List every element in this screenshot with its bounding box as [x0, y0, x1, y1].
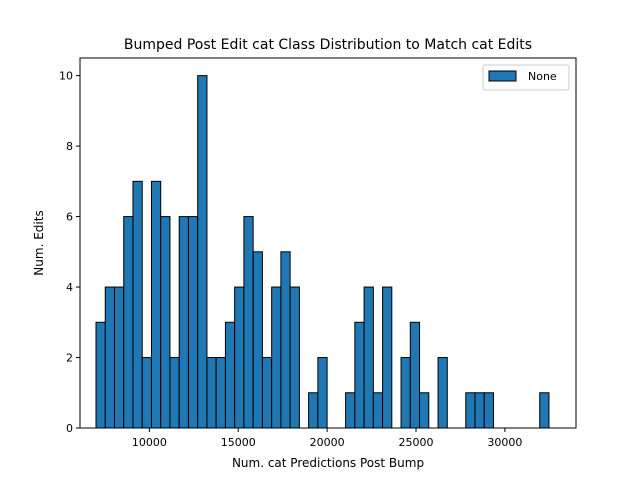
histogram-bar: [169, 357, 180, 429]
x-tick-label: 15000: [221, 436, 256, 449]
histogram-bar: [123, 216, 134, 429]
histogram-bar: [261, 357, 273, 429]
histogram-bar: [363, 286, 374, 429]
histogram-bar: [308, 392, 319, 429]
histogram-bar: [483, 392, 495, 429]
bars-group: [95, 75, 550, 429]
histogram-bar: [280, 251, 291, 429]
histogram-bar: [187, 216, 199, 429]
x-tick-label: 10000: [132, 436, 167, 449]
histogram-bar: [113, 286, 125, 429]
histogram-bar: [409, 321, 421, 429]
histogram-bar: [419, 392, 430, 429]
histogram-bar: [345, 392, 356, 429]
legend-swatch: [488, 70, 517, 82]
x-axis-ticks: 10000 15000 20000 25000 30000: [132, 428, 522, 449]
y-tick-label: 4: [66, 281, 73, 294]
y-tick-label: 6: [66, 211, 73, 224]
y-tick-label: 0: [66, 422, 73, 435]
histogram-bar: [372, 392, 384, 429]
histogram-bar: [539, 392, 550, 429]
legend: None: [482, 64, 570, 91]
histogram-bar: [234, 286, 245, 429]
chart-title: Bumped Post Edit cat Class Distribution …: [124, 37, 532, 53]
histogram-bar: [317, 357, 328, 429]
histogram-bar: [465, 392, 476, 429]
histogram-bar: [437, 357, 448, 429]
y-tick-label: 10: [59, 70, 73, 83]
histogram-bar: [95, 321, 106, 429]
histogram-bar: [474, 392, 485, 429]
histogram-bar: [178, 216, 189, 429]
histogram-bar: [382, 286, 393, 429]
y-axis-label: Num. Edits: [32, 210, 46, 275]
histogram-bar: [160, 216, 171, 429]
y-axis-ticks: 0 2 4 6 8 10: [59, 70, 80, 435]
histogram-bar: [132, 180, 143, 429]
x-tick-label: 25000: [399, 436, 434, 449]
histogram-bar: [197, 75, 208, 429]
histogram-bar: [289, 286, 300, 429]
y-tick-label: 8: [66, 140, 73, 153]
histogram-bar: [354, 321, 365, 429]
histogram-bar: [206, 357, 217, 429]
x-tick-label: 20000: [310, 436, 345, 449]
histogram-bar: [150, 180, 162, 429]
histogram-bar: [224, 321, 236, 429]
plot-frame: [79, 57, 577, 429]
legend-entry: None: [528, 70, 557, 83]
histogram-bar: [271, 286, 282, 429]
histogram-bar: [215, 357, 226, 429]
y-tick-label: 2: [66, 352, 73, 365]
histogram-bar: [104, 286, 115, 429]
histogram-bar: [243, 216, 254, 429]
x-axis-label: Num. cat Predictions Post Bump: [232, 456, 424, 470]
histogram-bar: [141, 357, 152, 429]
x-tick-label: 30000: [487, 436, 522, 449]
histogram-bar: [400, 357, 411, 429]
histogram-bar: [252, 251, 263, 429]
